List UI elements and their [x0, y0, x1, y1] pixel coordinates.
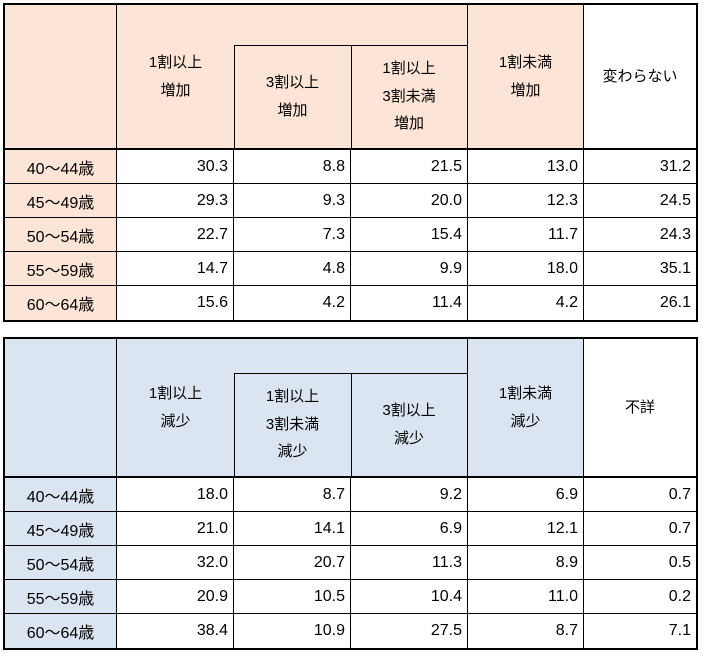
value-cell: 12.3: [468, 184, 584, 217]
value-cell: 8.7: [468, 614, 584, 648]
increase-table: 1割以上 増加 3割以上 増加 1割以上 3割未満 増加 1割未満 増加 変わら…: [3, 3, 698, 322]
table-row: 60～64歳 15.6 4.2 11.4 4.2 26.1: [5, 286, 696, 320]
header-increase-10plus: 1割以上 増加: [117, 5, 234, 148]
header-increase-10to30: 1割以上 3割未満 増加: [351, 5, 468, 148]
value-cell: 0.7: [584, 478, 696, 511]
header-decrease-30plus: 3割以上 減少: [351, 339, 468, 476]
value-cell: 21.0: [117, 512, 234, 545]
value-cell: 18.0: [117, 478, 234, 511]
value-cell: 8.7: [234, 478, 351, 511]
value-cell: 21.5: [351, 150, 468, 183]
value-cell: 30.3: [117, 150, 234, 183]
value-cell: 4.2: [468, 286, 584, 320]
value-cell: 12.1: [468, 512, 584, 545]
header-corner-cell: [5, 339, 117, 476]
age-label-cell: 45～49歳: [5, 184, 117, 217]
age-label-cell: 60～64歳: [5, 286, 117, 320]
value-cell: 27.5: [351, 614, 468, 648]
table-row: 45～49歳 21.0 14.1 6.9 12.1 0.7: [5, 512, 696, 546]
value-cell: 32.0: [117, 546, 234, 579]
value-cell: 9.9: [351, 252, 468, 285]
value-cell: 4.2: [234, 286, 351, 320]
age-label-cell: 55～59歳: [5, 580, 117, 613]
table-row: 60～64歳 38.4 10.9 27.5 8.7 7.1: [5, 614, 696, 648]
age-label-cell: 50～54歳: [5, 218, 117, 251]
header-decrease-under10: 1割未満 減少: [468, 339, 584, 476]
header-unknown: 不詳: [624, 398, 655, 416]
value-cell: 29.3: [117, 184, 234, 217]
value-cell: 24.3: [584, 218, 696, 251]
table-row: 45～49歳 29.3 9.3 20.0 12.3 24.5: [5, 184, 696, 218]
table-row: 40～44歳 18.0 8.7 9.2 6.9 0.7: [5, 478, 696, 512]
value-cell: 0.5: [584, 546, 696, 579]
value-cell: 4.8: [234, 252, 351, 285]
value-cell: 20.7: [234, 546, 351, 579]
decrease-table-header: 1割以上 減少 1割以上 3割未満 減少 3割以上 減少 1割未満 減少 不詳: [5, 339, 696, 478]
value-cell: 0.7: [584, 512, 696, 545]
value-cell: 0.2: [584, 580, 696, 613]
value-cell: 11.3: [351, 546, 468, 579]
value-cell: 22.7: [117, 218, 234, 251]
value-cell: 14.1: [234, 512, 351, 545]
increase-table-header: 1割以上 増加 3割以上 増加 1割以上 3割未満 増加 1割未満 増加 変わら…: [5, 5, 696, 150]
value-cell: 18.0: [468, 252, 584, 285]
value-cell: 20.0: [351, 184, 468, 217]
value-cell: 9.3: [234, 184, 351, 217]
header-increase-under10: 1割未満 増加: [468, 5, 584, 148]
age-label-cell: 40～44歳: [5, 478, 117, 511]
value-cell: 8.8: [234, 150, 351, 183]
table-row: 55～59歳 14.7 4.8 9.9 18.0 35.1: [5, 252, 696, 286]
value-cell: 11.4: [351, 286, 468, 320]
age-label-cell: 40～44歳: [5, 150, 117, 183]
value-cell: 10.9: [234, 614, 351, 648]
age-label-cell: 60～64歳: [5, 614, 117, 648]
header-no-change: 変わらない: [602, 67, 678, 85]
value-cell: 15.4: [351, 218, 468, 251]
value-cell: 14.7: [117, 252, 234, 285]
table-row: 50～54歳 32.0 20.7 11.3 8.9 0.5: [5, 546, 696, 580]
value-cell: 10.5: [234, 580, 351, 613]
value-cell: 20.9: [117, 580, 234, 613]
header-decrease-10plus: 1割以上 減少: [117, 339, 234, 476]
table-row: 40～44歳 30.3 8.8 21.5 13.0 31.2: [5, 150, 696, 184]
value-cell: 7.3: [234, 218, 351, 251]
value-cell: 26.1: [584, 286, 696, 320]
value-cell: 11.7: [468, 218, 584, 251]
value-cell: 7.1: [584, 614, 696, 648]
age-label-cell: 55～59歳: [5, 252, 117, 285]
header-decrease-10to30: 1割以上 3割未満 減少: [234, 339, 351, 476]
value-cell: 6.9: [351, 512, 468, 545]
age-label-cell: 50～54歳: [5, 546, 117, 579]
decrease-table: 1割以上 減少 1割以上 3割未満 減少 3割以上 減少 1割未満 減少 不詳 …: [3, 337, 698, 650]
value-cell: 8.9: [468, 546, 584, 579]
value-cell: 11.0: [468, 580, 584, 613]
value-cell: 35.1: [584, 252, 696, 285]
header-corner-cell: [5, 5, 117, 148]
value-cell: 6.9: [468, 478, 584, 511]
value-cell: 15.6: [117, 286, 234, 320]
value-cell: 10.4: [351, 580, 468, 613]
value-cell: 38.4: [117, 614, 234, 648]
table-row: 55～59歳 20.9 10.5 10.4 11.0 0.2: [5, 580, 696, 614]
value-cell: 13.0: [468, 150, 584, 183]
value-cell: 24.5: [584, 184, 696, 217]
header-increase-30plus: 3割以上 増加: [234, 5, 351, 148]
table-row: 50～54歳 22.7 7.3 15.4 11.7 24.3: [5, 218, 696, 252]
age-label-cell: 45～49歳: [5, 512, 117, 545]
value-cell: 9.2: [351, 478, 468, 511]
value-cell: 31.2: [584, 150, 696, 183]
